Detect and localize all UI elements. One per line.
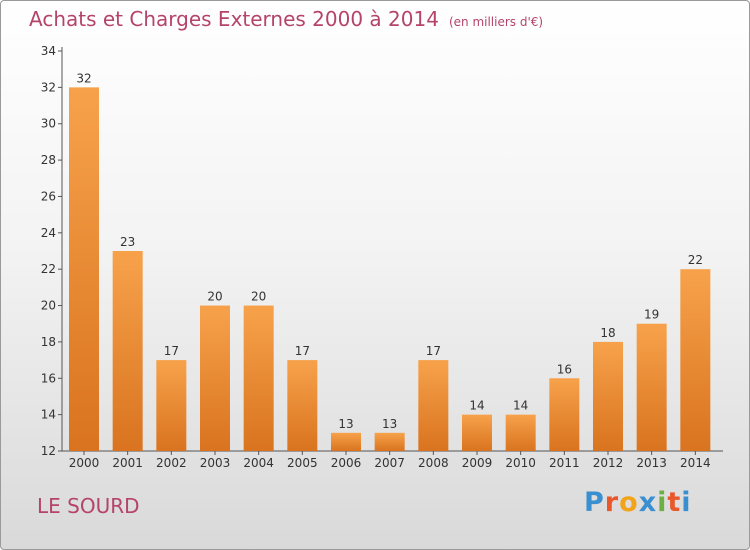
data-label: 14 bbox=[469, 399, 484, 413]
bar bbox=[156, 360, 187, 451]
bars: 32 23 17 20 20 17 13 13 17 14 14 16 18 19 22 bbox=[69, 71, 711, 451]
x-tick-label: 2007 bbox=[374, 456, 405, 470]
x-tick-label: 2004 bbox=[243, 456, 274, 470]
bar bbox=[374, 432, 405, 451]
commune-name: LE SOURD bbox=[37, 494, 140, 518]
data-label: 23 bbox=[120, 235, 135, 249]
x-tick-label: 2011 bbox=[549, 456, 580, 470]
y-tick-label: 22 bbox=[41, 262, 56, 276]
data-label: 17 bbox=[295, 344, 310, 358]
y-tick-label: 24 bbox=[41, 226, 56, 240]
y-tick-label: 34 bbox=[41, 44, 56, 58]
y-tick-label: 14 bbox=[41, 408, 56, 422]
x-tick-label: 2006 bbox=[331, 456, 362, 470]
x-tick-label: 2003 bbox=[200, 456, 231, 470]
logo-letter: P bbox=[584, 487, 605, 518]
bar bbox=[69, 87, 99, 451]
data-label: 17 bbox=[426, 344, 441, 358]
bar bbox=[112, 251, 143, 451]
bar bbox=[418, 360, 449, 451]
x-tick-label: 2002 bbox=[156, 456, 187, 470]
x-tick-label: 2009 bbox=[462, 456, 493, 470]
chart-title: Achats et Charges Externes 2000 à 2014 (e… bbox=[29, 7, 544, 31]
x-tick-label: 2010 bbox=[505, 456, 536, 470]
logo-letter: r bbox=[604, 487, 620, 518]
bar bbox=[549, 378, 580, 451]
data-label: 32 bbox=[76, 71, 91, 85]
y-tick-label: 28 bbox=[41, 153, 56, 167]
bar bbox=[680, 269, 711, 451]
data-label: 16 bbox=[557, 362, 572, 376]
bar bbox=[462, 414, 492, 451]
data-label: 14 bbox=[513, 399, 528, 413]
bar bbox=[505, 414, 536, 451]
bar bbox=[200, 305, 230, 451]
y-tick-label: 16 bbox=[41, 371, 56, 385]
y-tick-label: 32 bbox=[41, 80, 56, 94]
axes: 12 14 16 18 20 22 24 26 28 30 32 34 2000 2001 2002 2003… bbox=[41, 44, 723, 470]
data-label: 20 bbox=[207, 290, 222, 304]
x-tick-label: 2013 bbox=[636, 456, 667, 470]
x-tick-label: 2014 bbox=[680, 456, 711, 470]
chart-subtitle: (en milliers d'€) bbox=[448, 15, 544, 29]
x-tick-label: 2008 bbox=[418, 456, 449, 470]
x-tick-label: 2001 bbox=[112, 456, 143, 470]
bar bbox=[287, 360, 318, 451]
logo-letter: o bbox=[619, 487, 639, 518]
proxiti-logo: Proxiti bbox=[584, 487, 692, 518]
x-tick-label: 2005 bbox=[287, 456, 318, 470]
data-label: 22 bbox=[688, 253, 703, 267]
data-label: 13 bbox=[382, 417, 397, 431]
x-tick-label: 2000 bbox=[69, 456, 100, 470]
bar bbox=[636, 323, 667, 451]
bar bbox=[593, 341, 623, 451]
x-tick-label: 2012 bbox=[593, 456, 624, 470]
y-tick-label: 20 bbox=[41, 299, 56, 313]
data-label: 13 bbox=[338, 417, 353, 431]
y-tick-label: 12 bbox=[41, 444, 56, 458]
data-label: 18 bbox=[600, 326, 615, 340]
data-label: 17 bbox=[164, 344, 179, 358]
data-label: 19 bbox=[644, 308, 659, 322]
logo-letter: i bbox=[657, 487, 668, 518]
y-tick-label: 26 bbox=[41, 189, 56, 203]
bar bbox=[243, 305, 274, 451]
logo-letter: i bbox=[681, 487, 692, 518]
y-tick-label: 30 bbox=[41, 117, 56, 131]
y-tick-label: 18 bbox=[41, 335, 56, 349]
data-label: 20 bbox=[251, 290, 266, 304]
logo-letter: t bbox=[667, 487, 682, 518]
logo-letter: x bbox=[638, 487, 658, 518]
bar bbox=[331, 432, 361, 451]
